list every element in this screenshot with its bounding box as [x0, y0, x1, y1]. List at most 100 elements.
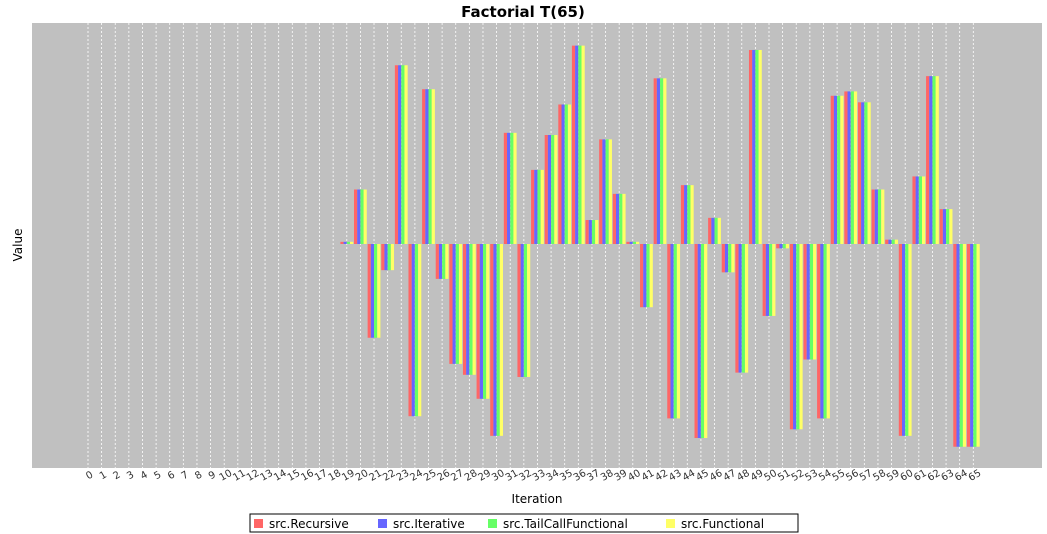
bar-src-functional-59: [894, 239, 898, 244]
bar-src-tailcallfunctional-33: [537, 169, 541, 244]
bar-src-iterative-53: [806, 244, 810, 360]
x-tick-label: 2: [111, 469, 122, 482]
bar-src-tailcallfunctional-57: [864, 102, 868, 244]
bar-src-functional-27: [458, 244, 463, 364]
bar-src-recursive-64: [953, 244, 957, 447]
bar-src-tailcallfunctional-49: [755, 49, 759, 245]
bar-src-tailcallfunctional-26: [442, 244, 446, 279]
bar-src-functional-19: [349, 241, 354, 244]
bar-src-iterative-42: [656, 78, 661, 244]
bar-src-functional-42: [663, 78, 667, 244]
bar-src-functional-61: [922, 176, 926, 244]
bar-src-functional-29: [486, 244, 490, 399]
bar-src-functional-34: [554, 135, 558, 244]
bar-src-recursive-51: [776, 244, 780, 249]
bar-src-iterative-55: [833, 95, 838, 244]
bar-src-tailcallfunctional-56: [850, 91, 854, 245]
bar-src-functional-25: [431, 89, 435, 244]
bar-src-tailcallfunctional-21: [374, 244, 378, 338]
bar-src-recursive-25: [422, 89, 426, 244]
bar-src-functional-41: [649, 244, 653, 308]
bar-src-tailcallfunctional-64: [959, 244, 963, 447]
bar-src-recursive-65: [966, 244, 971, 447]
bar-src-recursive-63: [939, 209, 943, 244]
legend: src.Recursive src.Iterative src.TailCallFu…: [249, 513, 799, 533]
bar-src-iterative-24: [411, 244, 415, 417]
bar-src-recursive-20: [354, 189, 358, 244]
x-tick-label: 0: [84, 469, 95, 482]
bar-src-iterative-39: [615, 193, 620, 244]
bar-src-functional-48: [744, 244, 749, 373]
legend-label: src.Functional: [681, 517, 764, 531]
bar-src-iterative-25: [425, 89, 429, 244]
bar-src-functional-49: [758, 49, 762, 245]
legend-swatch: [666, 519, 675, 528]
bar-src-functional-24: [418, 244, 422, 417]
x-tick-label: 4: [139, 469, 150, 482]
bar-src-iterative-45: [697, 244, 701, 439]
bar-src-functional-50: [772, 244, 776, 316]
bar-src-iterative-63: [942, 209, 947, 244]
bar-src-iterative-50: [765, 244, 769, 316]
x-tick-label: 1: [98, 469, 109, 482]
bar-src-recursive-39: [612, 193, 616, 244]
bar-src-functional-51: [785, 244, 790, 249]
bar-src-recursive-52: [789, 244, 794, 430]
bar-src-tailcallfunctional-58: [877, 189, 882, 244]
bar-src-recursive-23: [394, 65, 399, 245]
bar-src-iterative-37: [588, 220, 592, 244]
bar-src-functional-38: [608, 139, 612, 244]
bar-src-tailcallfunctional-46: [714, 217, 718, 244]
bars: [340, 45, 980, 447]
bar-src-iterative-32: [520, 244, 524, 377]
bar-src-tailcallfunctional-35: [564, 104, 568, 244]
bar-src-tailcallfunctional-45: [700, 244, 705, 439]
bar-src-recursive-34: [544, 135, 548, 244]
bar-src-functional-21: [377, 244, 381, 338]
bar-src-recursive-60: [898, 244, 902, 436]
bar-src-iterative-31: [507, 132, 511, 244]
bar-src-iterative-59: [888, 239, 892, 244]
bar-src-tailcallfunctional-55: [837, 95, 841, 244]
bar-src-tailcallfunctional-60: [905, 244, 909, 436]
bar-src-recursive-47: [721, 244, 725, 273]
legend-swatch: [378, 519, 387, 528]
bar-src-recursive-46: [708, 217, 712, 244]
bar-src-tailcallfunctional-59: [891, 239, 895, 244]
bar-src-functional-62: [935, 76, 939, 244]
bar-src-tailcallfunctional-36: [578, 45, 582, 245]
bar-src-recursive-40: [626, 241, 630, 244]
bar-src-iterative-36: [575, 45, 579, 245]
bar-src-iterative-19: [343, 241, 347, 244]
bar-src-iterative-46: [711, 217, 715, 244]
bar-src-tailcallfunctional-39: [619, 193, 623, 244]
bar-src-functional-39: [622, 193, 626, 244]
bar-src-iterative-49: [752, 49, 756, 245]
bar-src-recursive-29: [476, 244, 480, 399]
bar-src-functional-22: [390, 244, 395, 271]
bar-src-functional-44: [690, 185, 694, 244]
bar-src-iterative-43: [670, 244, 674, 419]
plot-area: [32, 23, 1042, 468]
x-tick-label: 5: [152, 469, 163, 482]
bar-src-recursive-36: [571, 45, 576, 245]
bar-src-iterative-62: [929, 76, 933, 244]
bar-src-recursive-48: [735, 244, 739, 373]
bar-src-recursive-32: [517, 244, 521, 377]
bar-src-tailcallfunctional-27: [455, 244, 459, 364]
bar-src-iterative-26: [438, 244, 443, 279]
bar-src-recursive-19: [340, 241, 344, 244]
bar-src-iterative-21: [370, 244, 375, 338]
bar-src-functional-32: [527, 244, 531, 377]
x-tick-label: 7: [180, 469, 191, 482]
bar-src-functional-63: [949, 209, 953, 244]
bar-src-iterative-60: [902, 244, 906, 436]
bar-src-tailcallfunctional-52: [796, 244, 800, 430]
legend-label: src.Recursive: [269, 517, 349, 531]
bar-src-iterative-35: [561, 104, 565, 244]
bar-src-recursive-41: [640, 244, 644, 308]
bar-src-recursive-54: [817, 244, 821, 419]
bar-src-functional-40: [636, 241, 640, 244]
bar-src-iterative-30: [493, 244, 497, 436]
bar-src-iterative-33: [534, 169, 538, 244]
